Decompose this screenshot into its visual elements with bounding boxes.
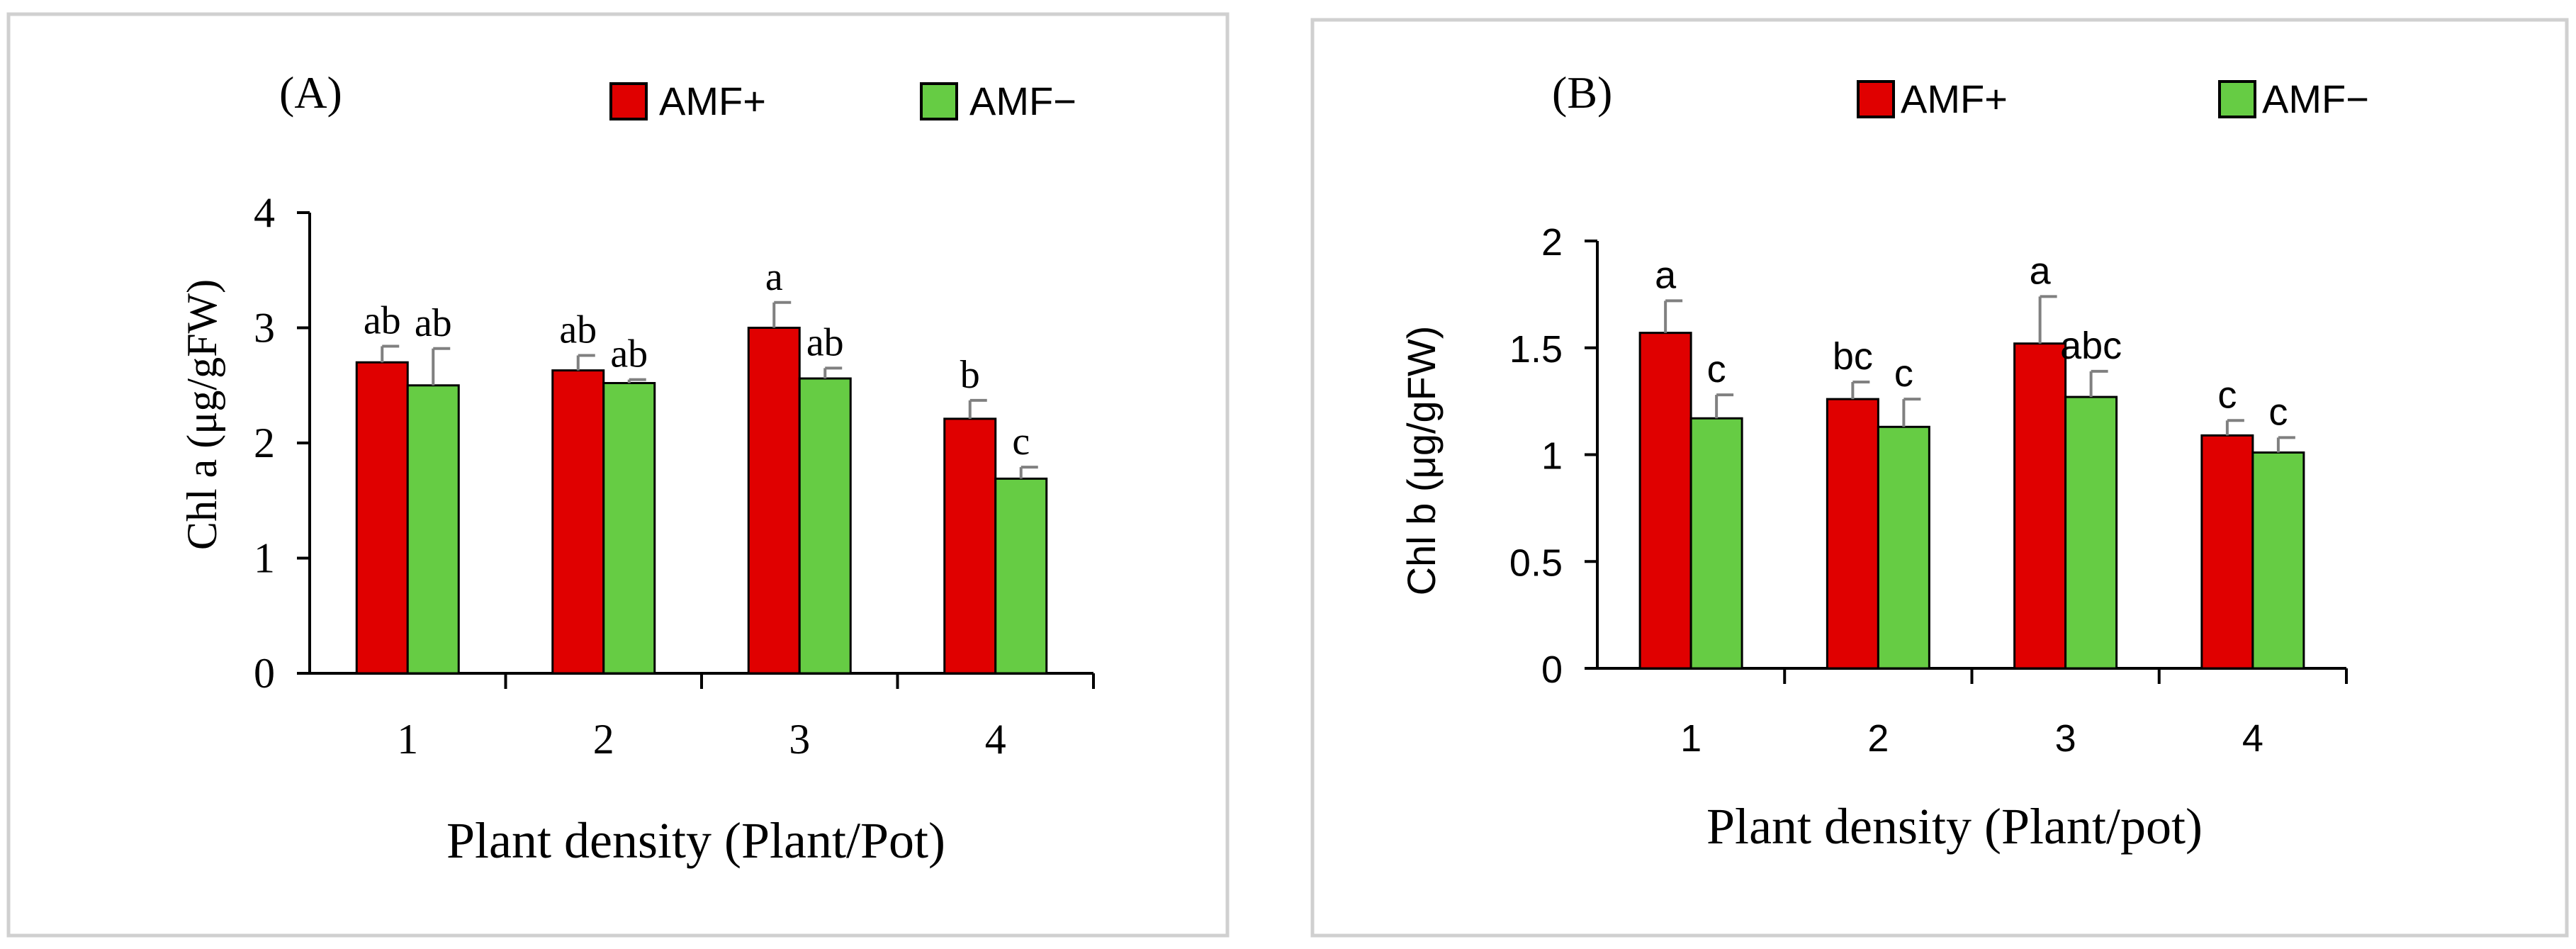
y-tick-label: 1.5 <box>1509 328 1563 371</box>
legend-swatch-amf-minus <box>2218 80 2256 118</box>
legend-label-amf-minus: AMF− <box>969 79 1076 123</box>
y-tick-label: 1 <box>1541 435 1563 478</box>
bar-amf-minus <box>1877 425 1930 670</box>
y-axis-label: Chl a (μg/gFW) <box>179 279 225 550</box>
y-tick-label: 3 <box>254 305 275 352</box>
significance-letter: c <box>1894 352 1913 395</box>
y-tick-label: 0 <box>1541 648 1563 691</box>
significance-letter: a <box>1655 254 1677 296</box>
x-axis-label: Plant density (Plant/Pot) <box>446 812 945 869</box>
bar-amf-minus <box>602 382 656 675</box>
x-tick-label: 1 <box>397 716 418 763</box>
x-tick-label: 2 <box>1867 717 1889 760</box>
legend-label-amf-minus: AMF− <box>2262 77 2369 121</box>
bar-amf-plus <box>355 361 409 675</box>
bar-amf-minus <box>1689 417 1743 670</box>
y-axis-label: Chl b (μg/gFW) <box>1399 326 1444 596</box>
y-tick-label: 2 <box>1541 221 1563 264</box>
significance-letter: b <box>960 353 980 397</box>
bar-amf-minus <box>798 377 852 675</box>
significance-letter: a <box>2030 249 2052 292</box>
y-tick-label: 0 <box>254 650 275 697</box>
bar-amf-plus <box>551 369 605 675</box>
panel-label: (A) <box>279 67 342 118</box>
y-tick-label: 0.5 <box>1509 541 1563 584</box>
bar-amf-minus <box>2251 451 2305 670</box>
chart-panel-b: (B) AMF+ AMF− Chl b (μg/gFW) Plant densi… <box>1310 18 2569 938</box>
significance-letter: a <box>765 255 783 299</box>
bar-amf-plus <box>747 327 801 675</box>
bar-amf-minus <box>406 384 460 675</box>
significance-letter: c <box>2217 374 2237 416</box>
x-tick-label: 3 <box>789 716 810 763</box>
x-tick-label: 1 <box>1680 717 1702 760</box>
x-tick-label: 3 <box>2055 717 2076 760</box>
significance-letter: c <box>2268 391 2288 433</box>
legend-swatch-amf-minus <box>920 82 958 120</box>
x-tick-label: 2 <box>593 716 614 763</box>
chart-frame <box>1310 18 2569 938</box>
significance-letter: ab <box>610 332 648 376</box>
significance-letter: abc <box>2060 325 2122 367</box>
legend-label-amf-plus: AMF+ <box>659 79 766 123</box>
bar-amf-plus <box>943 417 997 675</box>
bar-amf-plus <box>1638 332 1692 670</box>
bar-amf-plus <box>2200 434 2254 670</box>
bar-amf-plus <box>2013 342 2067 670</box>
legend-swatch-amf-plus <box>1857 80 1895 118</box>
legend: AMF+ AMF− <box>1857 77 2369 121</box>
significance-letter: c <box>1012 420 1030 464</box>
significance-letter: ab <box>559 308 597 352</box>
legend: AMF+ AMF− <box>609 79 1076 123</box>
significance-letter: ab <box>415 301 452 345</box>
significance-letter: c <box>1707 348 1726 391</box>
bar-amf-minus <box>994 477 1048 675</box>
significance-letter: bc <box>1833 335 1873 378</box>
bar-amf-plus <box>1826 398 1879 670</box>
chart-panel-a: (A) AMF+ AMF− Chl a (μg/gFW) Plant densi… <box>6 12 1230 938</box>
y-tick-label: 1 <box>254 535 275 582</box>
x-tick-label: 4 <box>985 716 1006 763</box>
bar-amf-minus <box>2064 395 2118 670</box>
significance-letter: ab <box>364 299 401 343</box>
y-tick-label: 4 <box>254 189 275 236</box>
panel-label: (B) <box>1552 67 1612 118</box>
legend-swatch-amf-plus <box>609 82 648 120</box>
significance-letter: ab <box>806 320 844 364</box>
legend-label-amf-plus: AMF+ <box>1901 77 2008 121</box>
x-axis-label: Plant density (Plant/pot) <box>1706 798 2203 855</box>
y-tick-label: 2 <box>254 420 275 466</box>
x-tick-label: 4 <box>2242 717 2263 760</box>
